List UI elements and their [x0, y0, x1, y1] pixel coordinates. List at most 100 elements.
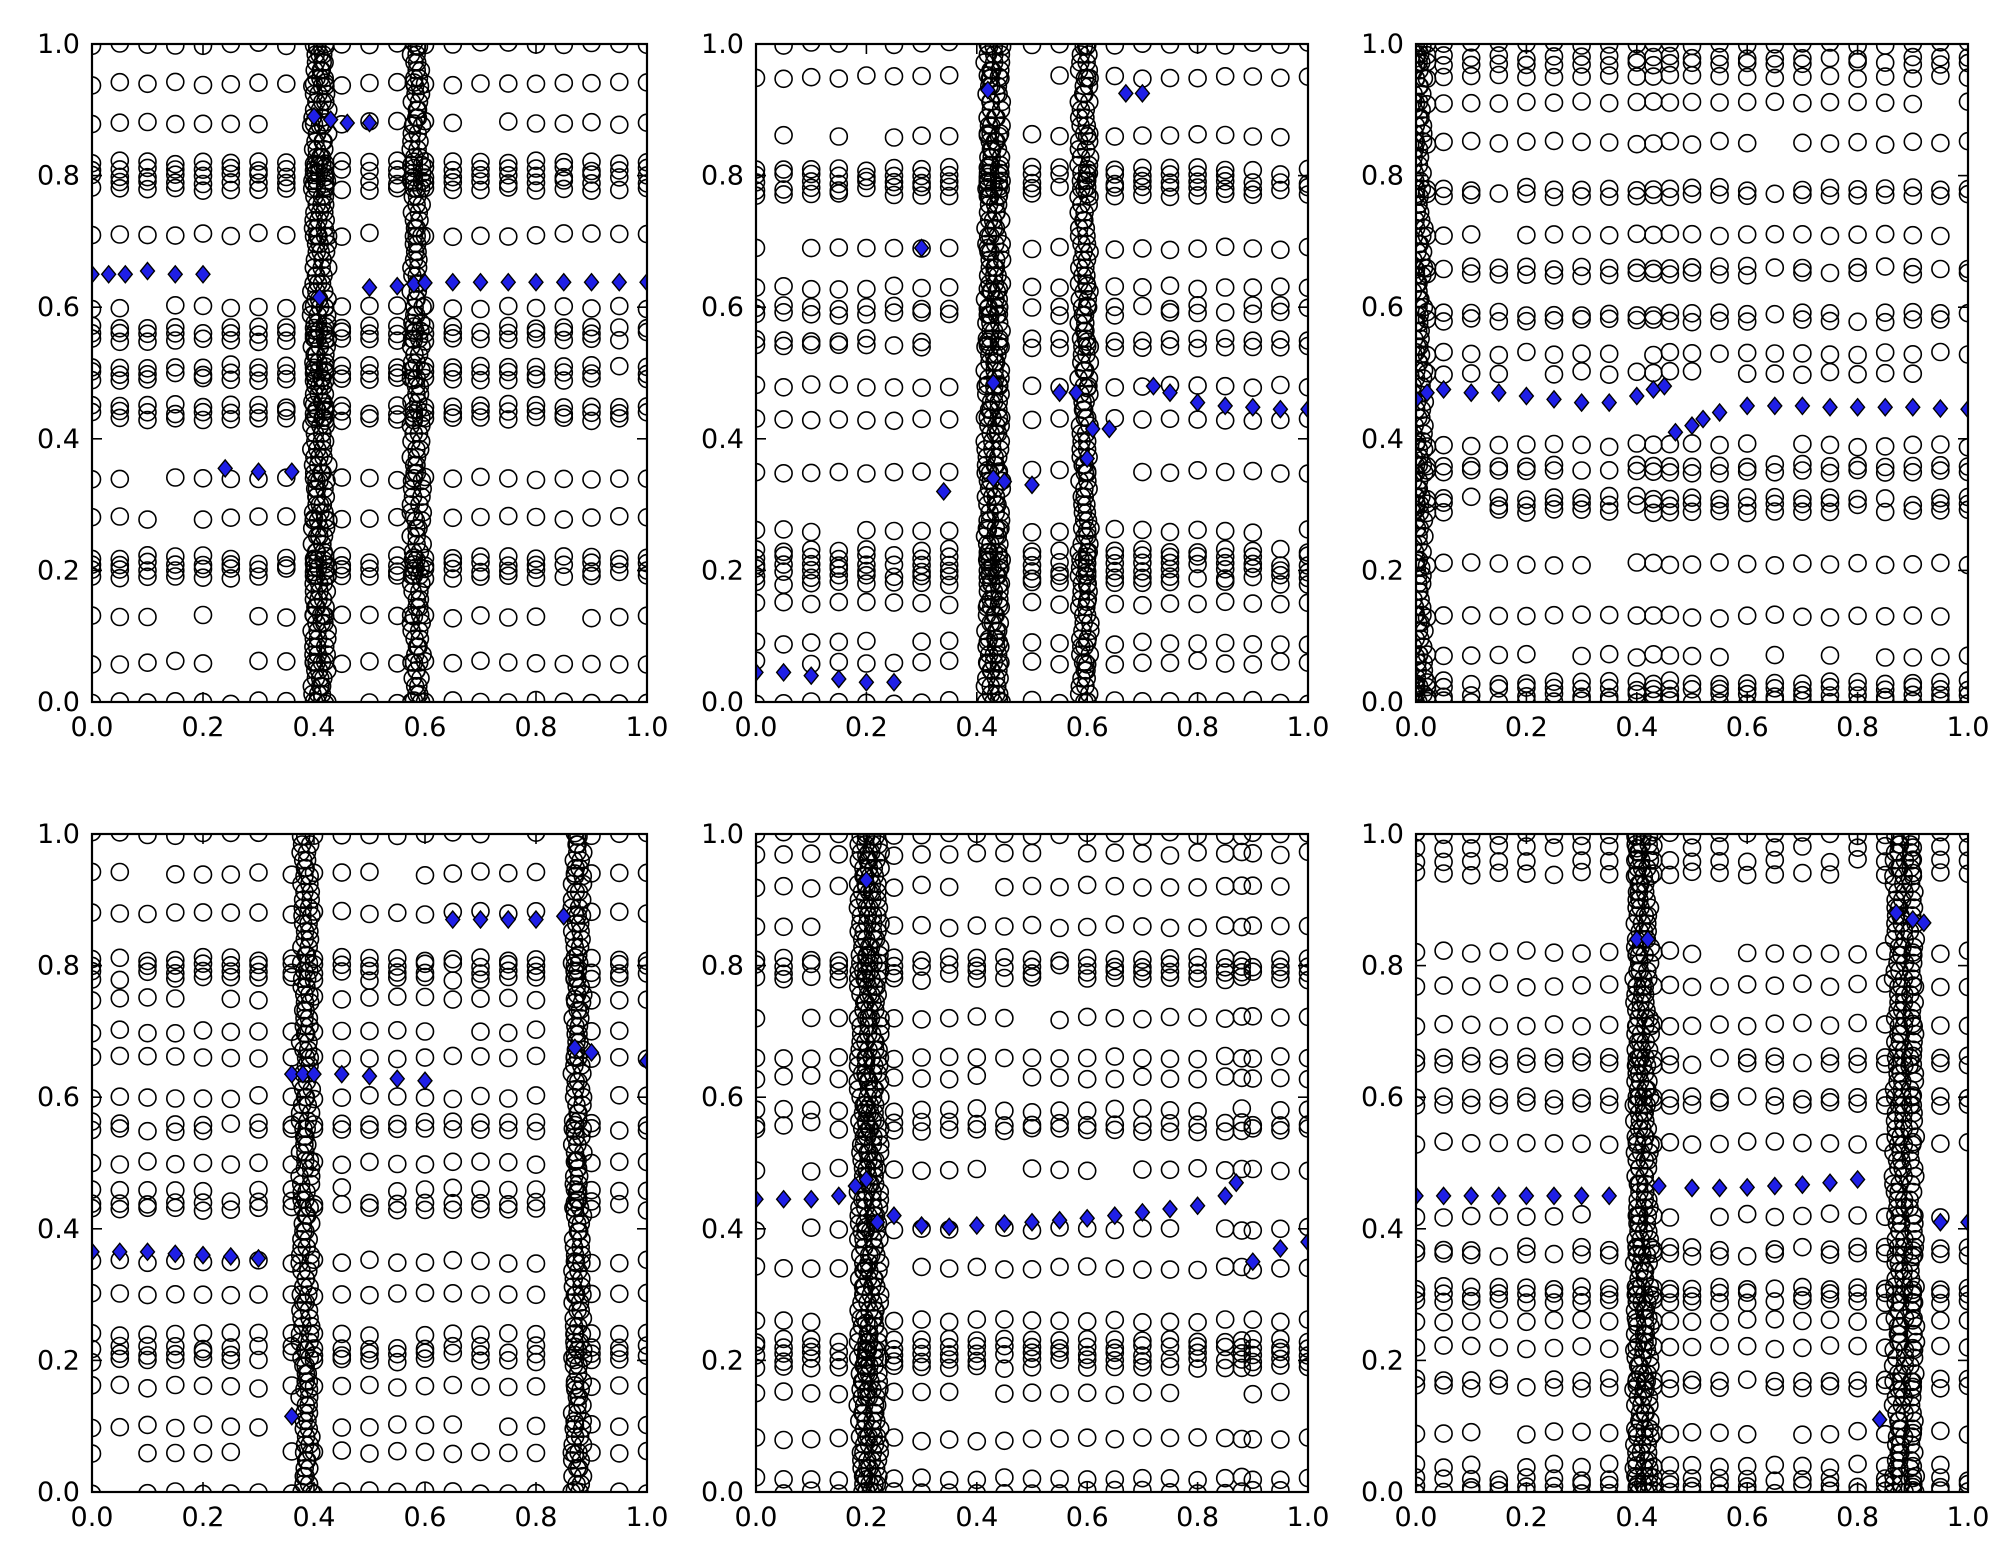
data-point-circle [756, 955, 766, 974]
data-point-diamond [1217, 1186, 1234, 1206]
data-point-circle [249, 1086, 268, 1105]
data-point-circle [92, 1089, 102, 1108]
data-point-circle [415, 1339, 435, 1359]
data-point-circle [1793, 674, 1812, 694]
data-point-circle [1215, 179, 1235, 199]
data-point-circle [609, 408, 629, 428]
data-point-circle [1434, 132, 1453, 152]
data-point-circle [992, 44, 1012, 56]
data-point-circle [299, 1474, 319, 1492]
data-point-circle [138, 510, 157, 529]
data-point-circle [1416, 45, 1430, 64]
data-point-circle [166, 1337, 185, 1356]
data-point-circle [249, 1418, 268, 1437]
data-point-circle [1765, 487, 1785, 507]
data-point-circle [1160, 1069, 1180, 1089]
data-point-circle [471, 152, 490, 172]
data-point-circle [1903, 648, 1923, 667]
data-point-circle [1572, 266, 1591, 286]
data-point-circle [1050, 595, 1069, 615]
data-point-circle [774, 917, 793, 937]
data-point-circle [774, 834, 793, 842]
y-tick-label: 0.4 [37, 1214, 80, 1245]
data-point-circle [415, 1253, 435, 1272]
data-point-circle [1793, 303, 1812, 323]
data-point-circle [1820, 311, 1840, 331]
x-tick-label: 0.2 [182, 712, 225, 743]
data-point-circle [1660, 342, 1680, 362]
data-point-circle [1077, 875, 1097, 895]
data-point-circle [1133, 962, 1152, 982]
data-point-circle [360, 408, 379, 428]
data-point-circle [1660, 46, 1680, 66]
data-point-circle [582, 44, 601, 53]
data-point-circle [249, 955, 268, 975]
data-point-circle [110, 167, 130, 187]
data-point-circle [1133, 1067, 1152, 1086]
data-point-circle [1931, 455, 1950, 475]
data-point-circle [1682, 92, 1702, 112]
data-point-circle [1133, 1352, 1152, 1371]
data-point-circle [221, 355, 241, 374]
data-point-circle [471, 467, 490, 487]
data-point-circle [939, 157, 959, 177]
data-point-circle [1875, 257, 1895, 276]
y-tick-label: 0.4 [701, 424, 744, 455]
data-point-circle [276, 369, 296, 389]
data-point-circle [314, 542, 334, 562]
data-point-circle [408, 108, 428, 127]
data-point-circle [1298, 67, 1308, 86]
data-point-circle [1160, 1357, 1180, 1376]
x-tick-label: 0.4 [1615, 712, 1658, 743]
data-point-circle [298, 1364, 318, 1383]
data-point-circle [408, 400, 428, 420]
data-point-circle [1958, 457, 1968, 476]
data-point-circle [110, 555, 130, 575]
data-point-circle [829, 1384, 849, 1404]
data-point-circle [1160, 330, 1180, 349]
data-point-circle [1765, 1483, 1785, 1492]
data-point-circle [407, 661, 426, 680]
data-point-circle [1160, 1114, 1180, 1133]
data-point-circle [967, 1048, 987, 1067]
data-point-diamond [1244, 1252, 1261, 1272]
data-point-circle [409, 203, 429, 222]
data-point-diamond [195, 264, 211, 284]
data-point-circle [756, 335, 766, 355]
data-point-circle [526, 568, 546, 588]
data-point-circle [1820, 463, 1840, 483]
data-point-circle [299, 1395, 319, 1415]
data-point-circle [1710, 185, 1729, 204]
data-point-circle [387, 1087, 407, 1106]
data-point-circle [360, 567, 379, 586]
data-point-circle [471, 1193, 490, 1213]
data-point-circle [360, 181, 379, 200]
data-point-circle [884, 411, 904, 431]
data-point-circle [249, 325, 268, 344]
data-point-circle [1461, 487, 1481, 507]
data-point-diamond [472, 909, 489, 930]
data-point-circle [1793, 454, 1812, 474]
data-point-circle [995, 1468, 1014, 1487]
data-point-circle [526, 1192, 546, 1212]
data-point-circle [221, 694, 240, 702]
data-point-circle [1188, 172, 1207, 191]
data-point-circle [388, 44, 407, 53]
data-point-circle [1903, 55, 1923, 74]
data-point-circle [138, 358, 157, 378]
data-point-circle [1572, 461, 1591, 480]
data-point-circle [1105, 691, 1125, 702]
data-point-circle [221, 44, 241, 54]
data-point-circle [276, 179, 296, 198]
data-point-circle [1958, 680, 1968, 700]
data-point-circle [582, 693, 601, 702]
data-point-circle [332, 76, 352, 95]
data-point-circle [317, 645, 337, 664]
data-point-circle [1572, 1379, 1591, 1398]
data-point-circle [1243, 554, 1263, 574]
data-point-circle [1737, 674, 1757, 693]
data-point-circle [1489, 496, 1509, 516]
data-point-circle [526, 950, 546, 969]
data-point-circle [526, 653, 546, 673]
data-point-circle [829, 834, 849, 844]
